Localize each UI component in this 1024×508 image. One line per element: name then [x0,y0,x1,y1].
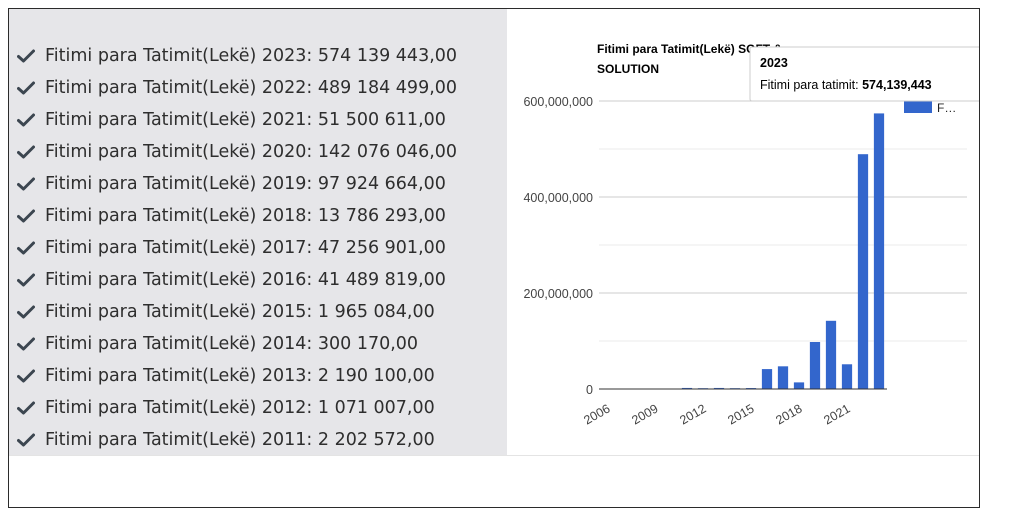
chart-title: SOLUTION [597,62,659,76]
fact-item: Fitimi para Tatimit(Lekë) 2014: 300 170,… [17,328,457,360]
panel-divider [9,455,979,456]
fact-item: Fitimi para Tatimit(Lekë) 2016: 41 489 8… [17,264,457,296]
fact-text: Fitimi para Tatimit(Lekë) 2019: 97 924 6… [45,174,446,194]
fact-text: Fitimi para Tatimit(Lekë) 2016: 41 489 8… [45,270,446,290]
tooltip-label: Fitimi para tatimit: 574,139,443 [760,78,932,92]
checkmark-icon [17,177,35,191]
checkmark-icon [17,81,35,95]
fact-item: Fitimi para Tatimit(Lekë) 2011: 2 202 57… [17,424,457,456]
bar [809,341,821,389]
checkmark-icon [17,401,35,415]
fact-item: Fitimi para Tatimit(Lekë) 2015: 1 965 08… [17,296,457,328]
checkmark-icon [17,337,35,351]
bar [761,369,773,389]
tooltip-year: 2023 [760,56,788,70]
fact-text: Fitimi para Tatimit(Lekë) 2022: 489 184 … [45,78,458,98]
bar [873,113,885,389]
fact-text: Fitimi para Tatimit(Lekë) 2021: 51 500 6… [45,110,446,130]
x-tick-label: 2018 [773,401,804,427]
checkmark-icon [17,145,35,159]
fact-item: Fitimi para Tatimit(Lekë) 2019: 97 924 6… [17,168,457,200]
checkmark-icon [17,305,35,319]
x-tick-label: 2021 [821,401,852,427]
fact-text: Fitimi para Tatimit(Lekë) 2012: 1 071 00… [45,398,435,418]
fact-text: Fitimi para Tatimit(Lekë) 2014: 300 170,… [45,334,419,354]
checkmark-icon [17,273,35,287]
fact-item: Fitimi para Tatimit(Lekë) 2020: 142 076 … [17,136,457,168]
bar [825,320,837,389]
fact-item: Fitimi para Tatimit(Lekë) 2013: 2 190 10… [17,360,457,392]
y-tick-label: 600,000,000 [523,95,593,109]
checkmark-icon [17,209,35,223]
fact-text: Fitimi para Tatimit(Lekë) 2013: 2 190 10… [45,366,435,386]
fact-text: Fitimi para Tatimit(Lekë) 2018: 13 786 2… [45,206,446,226]
fact-item: Fitimi para Tatimit(Lekë) 2018: 13 786 2… [17,200,457,232]
bar [681,387,693,389]
checkmark-icon [17,433,35,447]
bar [713,387,725,389]
profit-chart: 0 200,000,000 400,000,000 600,000,000 2006 20… [507,9,979,455]
fact-item: Fitimi para Tatimit(Lekë) 2021: 51 500 6… [17,104,457,136]
x-tick-label: 2015 [725,401,756,427]
profit-facts-panel: Fitimi para Tatimit(Lekë) 2023: 574 139 … [9,9,507,455]
bar [777,366,789,389]
profit-bar-chart: 0 200,000,000 400,000,000 600,000,000 2006 20… [523,42,979,428]
fact-text: Fitimi para Tatimit(Lekë) 2011: 2 202 57… [45,430,435,450]
page-frame: Fitimi para Tatimit(Lekë) 2023: 574 139 … [8,8,980,508]
legend-label: F… [937,101,956,115]
bar [841,364,853,389]
fact-item: Fitimi para Tatimit(Lekë) 2012: 1 071 00… [17,392,457,424]
y-tick-label: 200,000,000 [523,287,593,301]
fact-text: Fitimi para Tatimit(Lekë) 2020: 142 076 … [45,142,458,162]
checkmark-icon [17,113,35,127]
tooltip-series-name: Fitimi para tatimit: [760,78,862,92]
fact-text: Fitimi para Tatimit(Lekë) 2017: 47 256 9… [45,238,446,258]
x-tick-label: 2012 [677,401,708,427]
bar [793,382,805,389]
fact-item: Fitimi para Tatimit(Lekë) 2022: 489 184 … [17,72,457,104]
checkmark-icon [17,241,35,255]
x-tick-label: 2009 [629,401,660,427]
checkmark-icon [17,49,35,63]
legend-swatch [904,100,932,113]
chart-title: Fitimi para Tatimit(Lekë) SOFT & [597,42,782,56]
fact-text: Fitimi para Tatimit(Lekë) 2015: 1 965 08… [45,302,435,322]
profit-facts-list: Fitimi para Tatimit(Lekë) 2023: 574 139 … [17,40,457,456]
tooltip-box [749,46,979,102]
checkmark-icon [17,369,35,383]
tooltip-value: 574,139,443 [862,78,932,92]
y-tick-label: 0 [586,383,593,397]
fact-text: Fitimi para Tatimit(Lekë) 2023: 574 139 … [45,46,458,66]
fact-item: Fitimi para Tatimit(Lekë) 2017: 47 256 9… [17,232,457,264]
fact-item: Fitimi para Tatimit(Lekë) 2023: 574 139 … [17,40,457,72]
bar [857,154,869,389]
y-tick-label: 400,000,000 [523,191,593,205]
x-tick-label: 2006 [581,401,612,427]
